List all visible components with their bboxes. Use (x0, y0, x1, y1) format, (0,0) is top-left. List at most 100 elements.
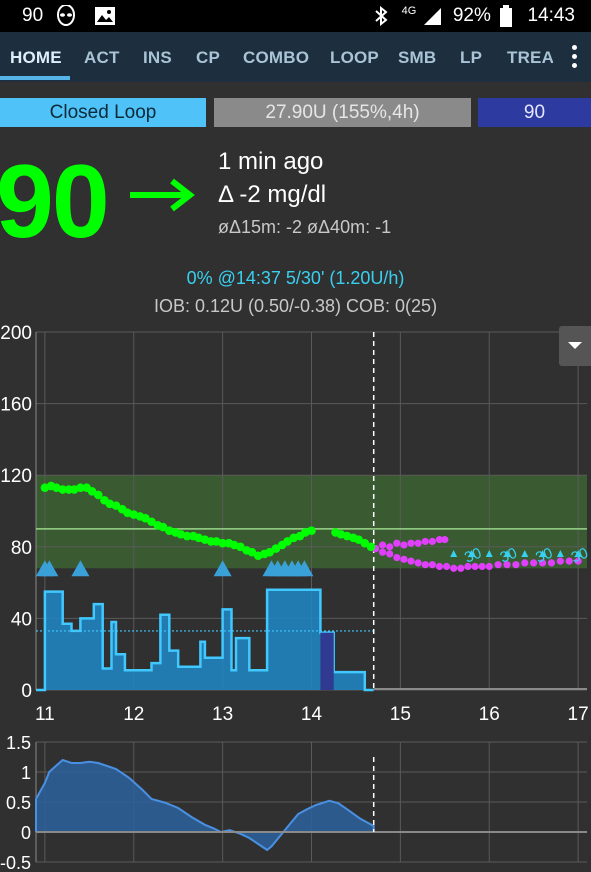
y-tick-label: 0 (21, 823, 31, 843)
profile-button[interactable]: 27.90U (155%,4h) (214, 98, 471, 127)
carb-prediction-point (574, 549, 582, 557)
bg-graph[interactable]: 30 30 30 30 200 160 120 80 40 011 12 13 14 15 16 17 (0, 322, 591, 724)
x-tick-label: 12 (123, 704, 144, 724)
y-tick-label: 1.5 (6, 733, 31, 753)
signal-label: 4G (401, 5, 417, 17)
bg-delta: Δ -2 mg/dl (218, 181, 327, 208)
prediction-point (393, 539, 401, 547)
tab-treat[interactable]: TREAT (507, 48, 553, 67)
carb-prediction-point (556, 549, 564, 557)
signal-icon (423, 8, 441, 25)
prediction-point (435, 536, 444, 544)
prediction-point (556, 557, 564, 565)
status-bar-left: 90 (22, 5, 116, 27)
x-tick-label: 14 (301, 704, 323, 724)
image-icon (94, 7, 115, 25)
x-tick-label: 15 (390, 704, 411, 724)
bg-point (360, 538, 370, 548)
tab-smb[interactable]: SMB (398, 48, 437, 67)
trend-arrow-icon (130, 178, 195, 212)
y-tick-label: 0 (21, 681, 32, 702)
status-bar-right: 4G 92% 14:43 (374, 5, 575, 27)
target-button[interactable]: 90 (478, 98, 591, 127)
bg-point (87, 487, 97, 496)
bg-point (366, 542, 376, 552)
prediction-point (435, 562, 444, 571)
temp-basal-bar (320, 632, 334, 690)
bolus-marker (71, 560, 90, 577)
prediction-point (512, 561, 520, 569)
prediction-point (421, 561, 429, 569)
carb-prediction-point (450, 549, 458, 557)
bg-point (182, 531, 192, 541)
x-tick-label: 16 (479, 704, 500, 724)
prediction-point (503, 561, 511, 569)
prediction-point (450, 564, 458, 572)
prediction-point (494, 561, 502, 569)
iob-line (35, 758, 375, 852)
bolus-marker (213, 560, 232, 577)
tab-bar: HOME ACT INS CP COMBO LOOP SMB LP TREAT (0, 32, 591, 82)
prediction-point (407, 539, 415, 547)
y-tick-label: -0.5 (0, 853, 31, 872)
carb-label: 30 (533, 545, 555, 567)
bg-point (236, 542, 245, 552)
tab-loop[interactable]: LOOP (330, 48, 379, 67)
bg-point (141, 513, 150, 523)
prediction-point (565, 557, 573, 565)
tab-home[interactable]: HOME (10, 48, 62, 67)
y-tick-label: 120 (0, 466, 32, 487)
bg-point (283, 537, 292, 546)
prediction-point (478, 562, 486, 571)
loop-mode-button[interactable]: Closed Loop (0, 98, 206, 127)
prediction-point (414, 559, 422, 567)
notification-bg-value: 90 (22, 5, 44, 27)
dropdown-arrow-icon (568, 342, 582, 349)
tab-active-indicator (0, 76, 70, 80)
carb-prediction-point (485, 549, 493, 557)
prediction-point (530, 559, 538, 567)
tab-act[interactable]: ACT (84, 48, 120, 67)
prediction-point (378, 541, 387, 549)
bg-point (158, 522, 168, 532)
bg-point (354, 535, 363, 544)
bg-point (111, 501, 121, 510)
iob-cob-info: IOB: 0.12U (0.50/-0.38) COB: 0(25) (153, 296, 438, 316)
bg-point (58, 485, 67, 494)
bolus-marker (295, 560, 314, 577)
tab-lp[interactable]: LP (460, 48, 483, 67)
prediction-point (428, 537, 436, 546)
carb-prediction-point (467, 549, 475, 557)
bg-value[interactable]: 90 (0, 144, 110, 260)
bg-point (76, 483, 85, 493)
graph-settings-button[interactable] (559, 326, 591, 366)
prediction-point (485, 562, 493, 571)
bolus-marker (40, 560, 59, 577)
battery-percent: 92% (452, 5, 491, 27)
prediction-point (414, 539, 422, 547)
temp-basal-info[interactable]: 0% @14:37 5/30' (1.20U/h) (186, 268, 405, 288)
tab-cp[interactable]: CP (196, 48, 221, 67)
x-tick-label: 13 (212, 704, 233, 724)
clock: 14:43 (527, 5, 575, 27)
prediction-point (574, 557, 582, 565)
prediction-point (464, 562, 472, 571)
iob-graph[interactable]: 1.5 1 0.5 0 -0.5 (0, 732, 591, 872)
y-tick-label: 200 (0, 323, 32, 344)
prediction-point (457, 564, 465, 572)
prediction-point (538, 559, 547, 567)
carb-prediction-point (521, 549, 529, 557)
prediction-point (428, 561, 436, 569)
prediction-point (386, 550, 394, 558)
tab-ins[interactable]: INS (143, 48, 172, 67)
carb-prediction-point (503, 549, 511, 557)
prediction-point (521, 559, 529, 567)
carb-label: 30 (462, 545, 484, 567)
prediction-point (441, 536, 449, 544)
tab-combo[interactable]: COMBO (243, 48, 310, 67)
battery-icon (500, 5, 513, 27)
bg-point (147, 517, 156, 527)
bg-point (218, 538, 227, 548)
bg-point (307, 526, 316, 535)
prediction-point (393, 553, 401, 562)
